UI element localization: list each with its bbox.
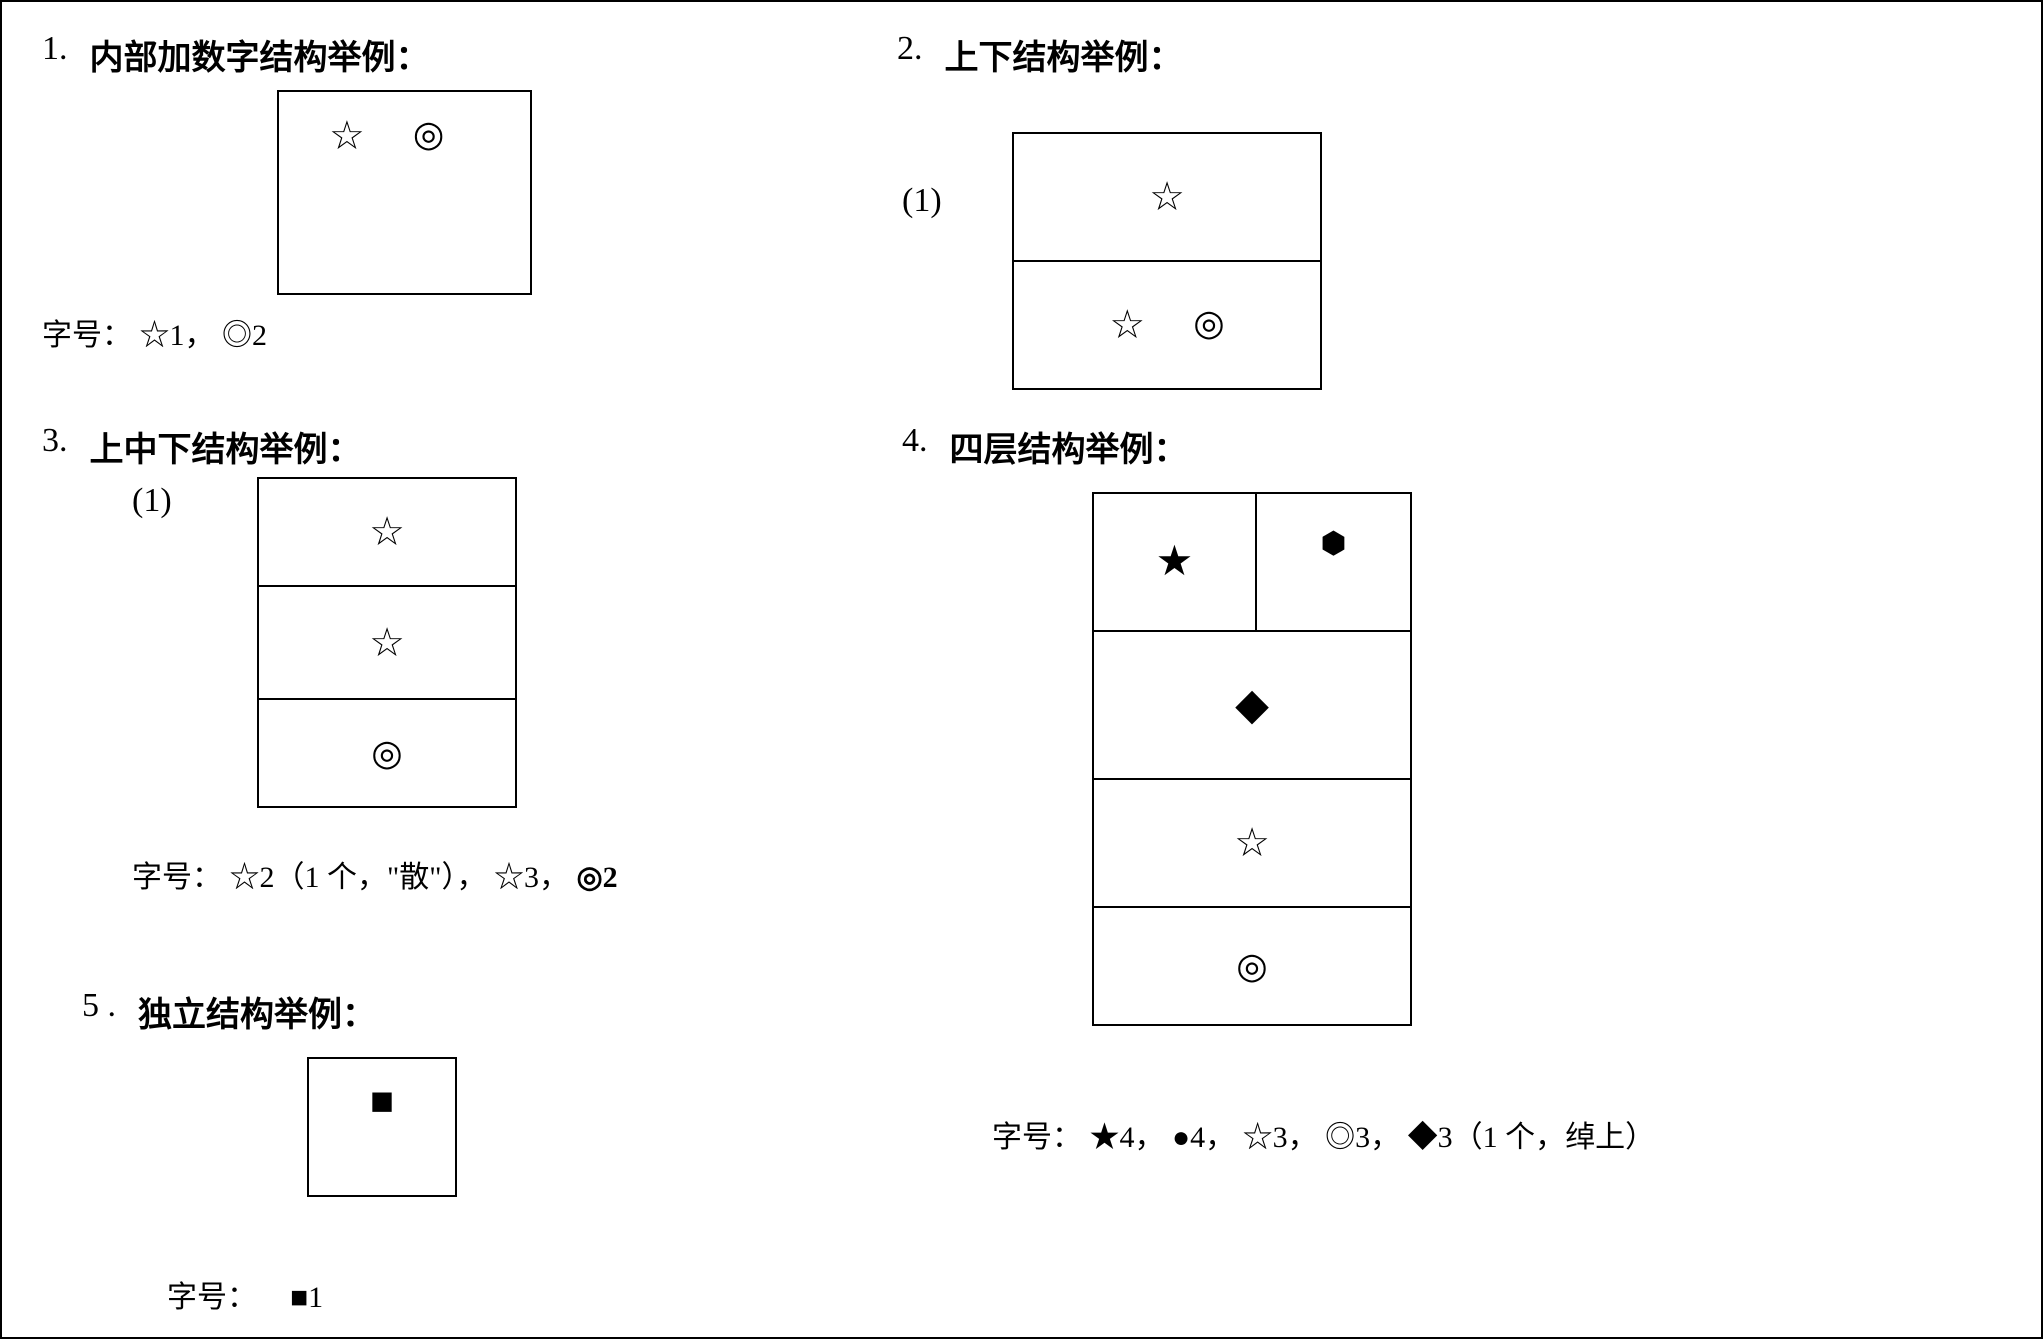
hexagon-filled-icon: ⬢ (1320, 529, 1346, 559)
caption-part: ◎2 (577, 861, 618, 894)
section-2-cell-1: ☆ (1012, 132, 1322, 262)
caption-prefix: 字号： (132, 861, 222, 894)
section-3-cell-3: ◎ (257, 698, 517, 808)
star-outline-icon: ☆ (1109, 305, 1145, 345)
caption-part: ★4， (1090, 1121, 1165, 1154)
section-5-inner: ■ (309, 1059, 455, 1195)
section-5: 5 . 独立结构举例： (82, 987, 376, 1036)
section-4-top-right: ⬢ (1255, 492, 1412, 632)
section-1-row: ☆ ◎ (329, 116, 444, 156)
section-3-title: 上中下结构举例： (90, 432, 362, 469)
caption-prefix: 字号： (992, 1121, 1082, 1154)
section-5-title: 独立结构举例： (138, 997, 376, 1034)
section-4-box: ★ ⬢ ◆ ☆ ◎ (1092, 492, 1412, 1026)
section-3-cell-2: ☆ (257, 585, 517, 700)
caption-part: ■1 (290, 1281, 323, 1314)
section-2-cell-2-row: ☆ ◎ (1109, 305, 1224, 345)
section-2-title: 上下结构举例： (945, 40, 1183, 77)
caption-part: ☆1， (140, 319, 215, 352)
circle-double-icon: ◎ (371, 735, 402, 771)
section-2-cell-2: ☆ ◎ (1012, 260, 1322, 390)
star-outline-icon: ☆ (1234, 823, 1270, 863)
star-outline-icon: ☆ (1149, 177, 1185, 217)
star-filled-icon: ★ (1156, 541, 1194, 583)
page-frame: 1. 内部加数字结构举例： ☆ ◎ 字号： ☆1， ◎2 2. 上下结构举例： … (0, 0, 2043, 1339)
section-3-sub: (1) (132, 482, 172, 520)
section-4-cell-3: ☆ (1092, 778, 1412, 908)
caption-part: ☆2（1 个，"散"）， (230, 861, 487, 894)
section-4-caption: 字号： ★4， ●4， ☆3， ◎3， ◆3（1 个，绰上） (992, 1112, 1655, 1156)
section-5-caption: 字号： ■1 (167, 1272, 323, 1316)
section-1-title: 内部加数字结构举例： (90, 40, 430, 77)
caption-part: ☆3， (1243, 1121, 1318, 1154)
section-1: 1. 内部加数字结构举例： (42, 30, 430, 79)
square-filled-icon: ■ (370, 1081, 394, 1121)
section-2-box: ☆ ☆ ◎ (1012, 132, 1322, 390)
section-4-top-row: ★ ⬢ (1092, 492, 1412, 632)
section-2: 2. 上下结构举例： (897, 30, 1183, 79)
caption-part: ☆3， (494, 861, 569, 894)
section-2-sub: (1) (902, 182, 942, 220)
section-5-box: ■ (307, 1057, 457, 1197)
section-3-box: ☆ ☆ ◎ (257, 477, 517, 808)
caption-prefix: 字号： (167, 1281, 257, 1314)
section-4-cell-2: ◆ (1092, 630, 1412, 780)
star-outline-icon: ☆ (369, 623, 405, 663)
section-2-num: 2. (897, 30, 923, 68)
diamond-filled-icon: ◆ (1235, 683, 1269, 727)
section-1-num: 1. (42, 30, 68, 68)
section-3-cell-1: ☆ (257, 477, 517, 587)
caption-part: ●4， (1172, 1121, 1235, 1154)
section-4-cell-4: ◎ (1092, 906, 1412, 1026)
star-outline-icon: ☆ (329, 116, 365, 156)
section-4: 4. 四层结构举例： (902, 422, 1188, 471)
circle-double-icon: ◎ (413, 116, 444, 156)
section-3: 3. 上中下结构举例： (42, 422, 362, 471)
section-4-title: 四层结构举例： (950, 432, 1188, 469)
section-3-num: 3. (42, 422, 68, 460)
caption-prefix: 字号： (42, 319, 132, 352)
circle-double-icon: ◎ (1236, 948, 1267, 984)
section-4-num: 4. (902, 422, 928, 460)
section-1-box: ☆ ◎ (277, 90, 532, 295)
section-3-caption: 字号： ☆2（1 个，"散"）， ☆3， ◎2 (132, 852, 618, 896)
circle-double-icon: ◎ (1193, 305, 1224, 345)
section-4-top-left: ★ (1092, 492, 1257, 632)
section-5-num: 5 . (82, 987, 116, 1025)
section-1-caption: 字号： ☆1， ◎2 (42, 310, 267, 354)
caption-part: ◆3（1 个，绰上） (1408, 1121, 1656, 1154)
caption-part: ◎3， (1325, 1121, 1400, 1154)
caption-part: ◎2 (222, 319, 267, 352)
star-outline-icon: ☆ (369, 512, 405, 552)
